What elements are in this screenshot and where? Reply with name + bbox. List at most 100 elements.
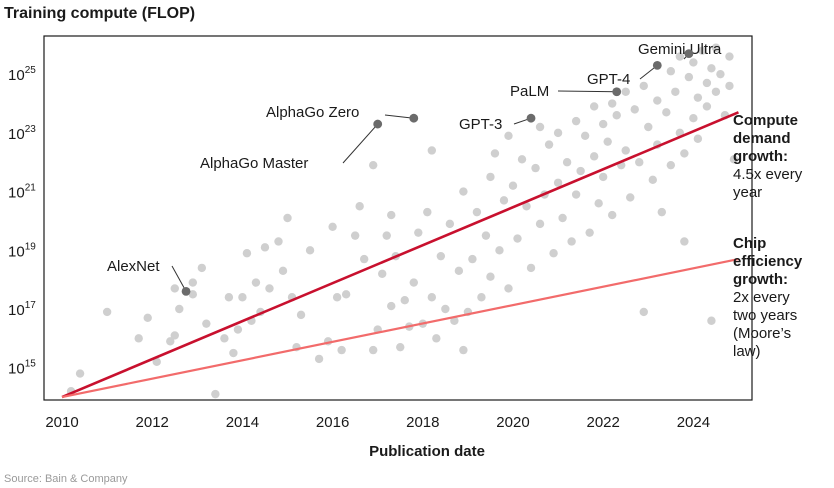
gpt-3-label: GPT-3 — [459, 116, 502, 133]
compute-trend-line — [61, 111, 739, 399]
y-tick-label: 1019 — [8, 241, 36, 260]
chip-trend-line — [61, 258, 739, 399]
data-point — [729, 155, 739, 164]
data-point — [355, 202, 364, 211]
data-point — [702, 78, 712, 88]
x-tick-label: 2018 — [406, 414, 439, 431]
data-point — [621, 146, 630, 155]
data-point — [202, 319, 211, 328]
data-point — [441, 304, 450, 314]
y-tick-label: 1015 — [8, 359, 36, 378]
data-point — [459, 187, 468, 196]
alphago-master-label: AlphaGo Master — [200, 155, 308, 172]
data-point — [486, 272, 495, 281]
data-point — [598, 119, 608, 129]
y-tick-label: 1023 — [8, 124, 36, 143]
y-tick-label: 1025 — [8, 65, 36, 84]
palm-label: PaLM — [510, 83, 549, 100]
data-point — [621, 87, 630, 96]
data-point — [432, 334, 441, 343]
data-point — [666, 67, 676, 76]
data-point — [598, 172, 608, 182]
data-point — [170, 284, 179, 293]
data-point — [450, 316, 459, 325]
data-point — [459, 345, 468, 355]
data-point — [477, 293, 486, 302]
data-point — [711, 87, 721, 96]
data-point — [197, 263, 207, 273]
data-point — [693, 134, 703, 143]
plot-frame — [43, 35, 753, 401]
data-point — [188, 290, 198, 299]
data-point — [409, 278, 418, 287]
x-tick-label: 2012 — [136, 414, 169, 431]
plot-border — [43, 35, 753, 401]
data-point — [702, 102, 712, 111]
data-point — [220, 334, 229, 343]
data-point — [707, 316, 716, 325]
data-point — [684, 72, 694, 82]
data-point — [368, 345, 378, 355]
data-point — [414, 228, 423, 237]
data-point — [544, 140, 554, 149]
data-point — [472, 207, 482, 217]
alphago-master-leader-line — [342, 123, 379, 164]
data-point — [445, 219, 455, 229]
data-point — [499, 196, 509, 205]
x-tick-label: 2010 — [45, 414, 78, 431]
data-point — [689, 113, 698, 123]
data-point — [274, 237, 283, 246]
data-point — [454, 266, 464, 276]
gpt-3-point — [526, 113, 536, 123]
data-point — [644, 122, 653, 132]
gpt-4-label: GPT-4 — [587, 71, 630, 88]
data-point — [562, 158, 572, 167]
chip-growth-label: Chip efficiency growth: 2x every two years (M… — [733, 235, 803, 360]
data-point — [368, 160, 378, 170]
data-point — [143, 313, 152, 323]
data-point — [468, 254, 477, 264]
data-point — [278, 266, 288, 276]
alexnet-leader-line — [171, 265, 187, 292]
data-point — [711, 43, 721, 52]
data-point — [553, 128, 563, 138]
data-point — [504, 284, 513, 293]
data-point — [626, 193, 635, 202]
data-point — [675, 52, 685, 61]
data-point — [436, 251, 446, 261]
data-point — [576, 166, 585, 176]
data-point — [571, 190, 581, 199]
data-point — [175, 304, 184, 314]
data-point — [657, 207, 667, 217]
data-point — [707, 64, 716, 73]
data-point — [689, 58, 698, 67]
data-point — [589, 152, 599, 161]
data-point — [233, 325, 243, 334]
data-point — [666, 160, 676, 170]
data-point — [260, 243, 270, 252]
data-point — [522, 202, 531, 211]
x-axis-label: Publication date — [369, 443, 485, 460]
data-point — [396, 342, 405, 352]
data-point — [296, 310, 306, 320]
data-point — [594, 199, 603, 208]
data-point — [387, 210, 396, 220]
data-point — [558, 213, 567, 223]
data-point — [585, 228, 594, 237]
data-point — [608, 210, 617, 220]
data-point — [102, 307, 112, 317]
data-point — [283, 213, 292, 223]
data-point — [680, 149, 689, 158]
highlighted-models: AlexNet AlphaGo Master AlphaGo Zero GPT-3 Pa… — [107, 41, 722, 296]
chart-title: Training compute (FLOP) — [4, 5, 195, 22]
data-point — [589, 102, 599, 111]
data-point — [653, 96, 662, 105]
y-tick-label: 1021 — [8, 183, 36, 202]
data-point — [716, 69, 725, 79]
data-point — [635, 158, 644, 167]
source-note: Source: Bain & Company — [4, 473, 128, 485]
data-point — [152, 357, 161, 367]
data-point — [725, 52, 734, 61]
data-point — [229, 348, 238, 358]
palm-leader-line — [557, 90, 617, 93]
